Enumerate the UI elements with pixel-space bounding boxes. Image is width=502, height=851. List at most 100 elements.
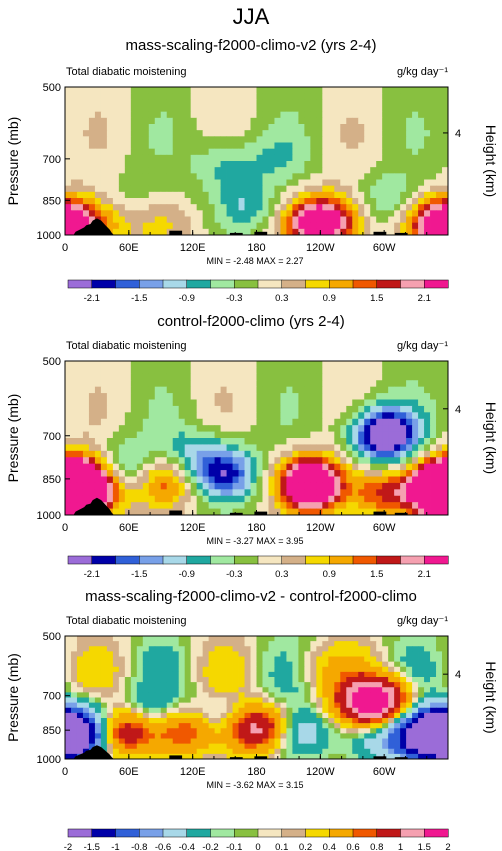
- heat-cell: [262, 210, 269, 217]
- heat-cell: [334, 93, 341, 100]
- heat-cell: [340, 495, 347, 503]
- heat-cell: [232, 702, 239, 709]
- heat-cell: [286, 444, 293, 452]
- heat-cell: [226, 692, 233, 698]
- heat-cell: [130, 393, 138, 400]
- heat-cell: [142, 682, 150, 688]
- heat-cell: [394, 651, 401, 657]
- heat-cell: [334, 87, 341, 94]
- colorbar-swatch: [257, 828, 283, 838]
- heat-cell: [340, 228, 347, 236]
- heat-cell: [172, 185, 180, 193]
- heat-cell: [286, 489, 293, 497]
- heat-cell: [220, 173, 227, 180]
- heat-cell: [316, 431, 323, 439]
- heat-cell: [340, 431, 347, 439]
- heat-cell: [124, 87, 132, 94]
- heat-cell: [394, 753, 401, 760]
- heat-cell: [154, 753, 162, 760]
- heat-cell: [442, 191, 449, 199]
- heat-cell: [142, 142, 150, 150]
- heat-cell: [136, 476, 144, 484]
- heat-cell: [250, 682, 257, 688]
- heat-cell: [304, 386, 311, 394]
- heat-cell: [148, 167, 156, 174]
- heat-cell: [184, 154, 192, 162]
- heat-cell: [262, 495, 269, 503]
- heat-cell: [388, 393, 395, 400]
- heat-cell: [418, 748, 425, 755]
- heat-cell: [442, 161, 449, 168]
- heat-cell: [298, 204, 305, 211]
- heat-cell: [256, 373, 263, 381]
- heat-cell: [190, 502, 198, 509]
- heat-cell: [376, 743, 383, 750]
- heat-cell: [160, 367, 168, 375]
- heat-cell: [406, 87, 413, 94]
- heat-cell: [202, 476, 210, 484]
- heat-cell: [244, 450, 251, 458]
- heat-cell: [328, 142, 335, 150]
- heat-cell: [94, 671, 102, 678]
- heat-cell: [65, 228, 72, 236]
- heat-cell: [94, 697, 102, 704]
- heat-cell: [184, 641, 192, 647]
- heat-cell: [268, 697, 275, 704]
- heat-cell: [178, 380, 186, 388]
- heat-cell: [148, 702, 156, 709]
- heat-cell: [244, 99, 251, 106]
- heat-cell: [106, 154, 114, 162]
- heat-cell: [160, 682, 168, 688]
- heat-cell: [106, 386, 114, 394]
- heat-cell: [166, 386, 174, 394]
- heat-cell: [130, 738, 138, 745]
- heat-cell: [124, 463, 132, 471]
- heat-cell: [436, 198, 443, 205]
- heat-cell: [298, 692, 305, 698]
- heat-cell: [214, 198, 221, 205]
- heat-cell: [394, 117, 401, 125]
- heat-cell: [88, 463, 96, 471]
- heat-cell: [148, 661, 156, 668]
- heat-cell: [292, 502, 299, 509]
- heat-cell: [202, 105, 210, 113]
- heat-cell: [388, 677, 395, 683]
- heat-cell: [94, 692, 102, 698]
- heat-cell: [244, 753, 251, 760]
- heat-cell: [406, 412, 413, 420]
- heat-cell: [442, 502, 449, 509]
- heat-cell: [232, 154, 239, 162]
- heat-cell: [322, 476, 329, 484]
- heat-cell: [364, 386, 371, 394]
- heat-cell: [304, 142, 311, 150]
- heat-cell: [406, 671, 413, 678]
- heat-cell: [298, 636, 305, 642]
- heat-cell: [358, 399, 365, 407]
- heat-cell: [286, 476, 293, 484]
- heat-cell: [136, 173, 144, 180]
- heat-cell: [412, 636, 419, 642]
- heat-cell: [238, 502, 245, 509]
- heat-cell: [358, 718, 365, 724]
- heat-cell: [226, 641, 233, 647]
- heat-cell: [298, 682, 305, 688]
- heat-cell: [196, 373, 204, 381]
- heat-cell: [430, 718, 437, 724]
- heat-cell: [226, 173, 233, 180]
- heat-cell: [310, 431, 317, 439]
- heat-cell: [244, 204, 251, 211]
- heat-cell: [76, 470, 84, 477]
- heat-cell: [130, 93, 138, 100]
- heat-cell: [184, 489, 192, 497]
- heat-cell: [316, 185, 323, 193]
- heat-cell: [100, 692, 108, 698]
- heat-cell: [316, 222, 323, 230]
- heat-cell: [358, 130, 365, 137]
- x-tick-label: 180: [247, 522, 265, 534]
- heat-cell: [316, 707, 323, 714]
- heat-cell: [298, 222, 305, 230]
- heat-cell: [220, 124, 227, 131]
- heat-cell: [286, 661, 293, 668]
- heat-cell: [346, 399, 353, 407]
- heat-cell: [268, 682, 275, 688]
